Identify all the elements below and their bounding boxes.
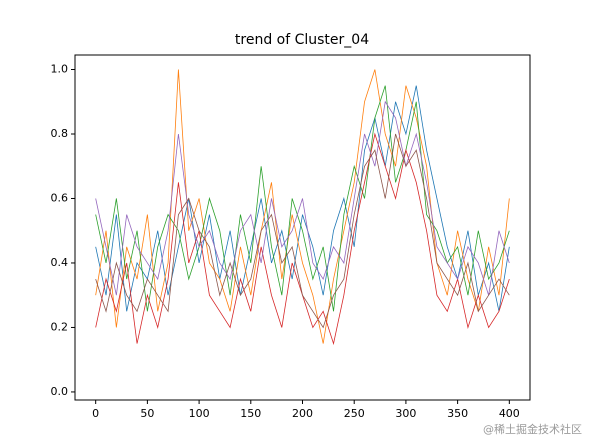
x-tick-label: 100 — [189, 407, 210, 420]
x-tick-label: 400 — [499, 407, 520, 420]
y-tick-label: 0.2 — [51, 320, 69, 333]
x-tick-label: 200 — [292, 407, 313, 420]
x-tick-label: 350 — [447, 407, 468, 420]
series-line — [95, 100, 510, 296]
x-tick-label: 250 — [344, 407, 365, 420]
series-line — [95, 133, 510, 329]
series-line — [95, 85, 510, 312]
y-tick-label: 0.0 — [51, 385, 69, 398]
plot-frame — [74, 54, 531, 401]
x-tick-label: 0 — [92, 407, 99, 420]
series-line — [95, 69, 510, 344]
y-tick-label: 0.4 — [51, 256, 69, 269]
x-tick-label: 50 — [140, 407, 154, 420]
y-tick-label: 0.8 — [51, 127, 69, 140]
series-line — [95, 85, 510, 312]
x-tick-label: 150 — [240, 407, 261, 420]
x-tick-label: 300 — [395, 407, 416, 420]
y-tick-label: 0.6 — [51, 191, 69, 204]
watermark: @稀土掘金技术社区 — [483, 422, 582, 436]
y-tick-label: 1.0 — [51, 63, 69, 76]
chart-title: trend of Cluster_04 — [235, 32, 369, 48]
series-line — [95, 132, 510, 346]
